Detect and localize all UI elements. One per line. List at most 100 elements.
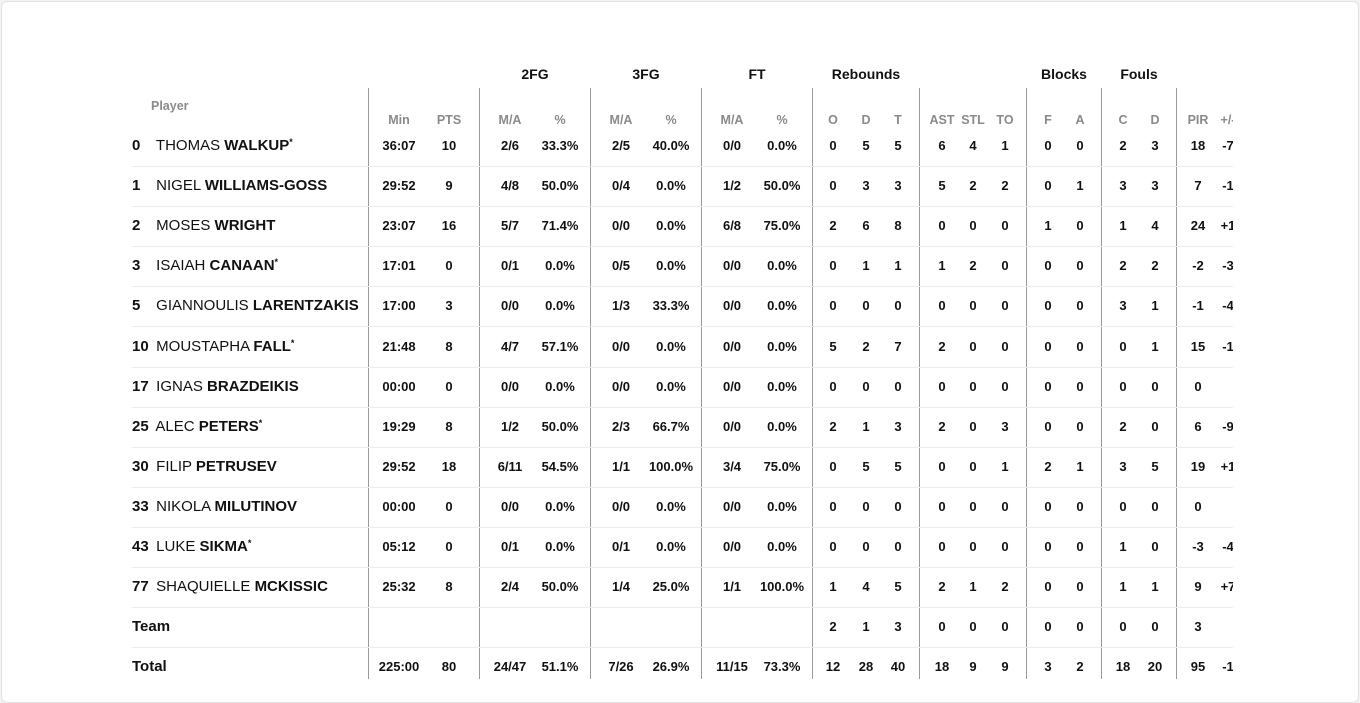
- stat-cell: 0.0%: [656, 258, 686, 274]
- stat-cell: 3: [894, 418, 902, 434]
- total-cell: 40: [890, 659, 906, 675]
- column-header[interactable]: T: [894, 113, 902, 127]
- row-separator: [132, 166, 1233, 167]
- stat-cell: 24: [1190, 218, 1206, 234]
- stat-cell: 0.0%: [545, 498, 575, 514]
- player-name-link[interactable]: 33 NIKOLA MILUTINOV: [132, 498, 297, 515]
- stat-cell: 75.0%: [763, 458, 801, 474]
- stat-cell: 66.7%: [652, 418, 690, 434]
- stat-cell: 0: [969, 458, 977, 474]
- stat-cell: 0: [829, 178, 837, 194]
- stat-cell: 0: [1044, 498, 1052, 514]
- stat-cell: 0: [1119, 378, 1127, 394]
- player-name-link[interactable]: 43 LUKE SIKMA*: [132, 538, 251, 555]
- player-name-link[interactable]: 1 NIGEL WILLIAMS-GOSS: [132, 177, 327, 194]
- column-header[interactable]: C: [1118, 113, 1128, 127]
- last-name: CANAAN: [209, 257, 275, 275]
- total-cell: 9: [969, 659, 977, 675]
- stat-cell: 6: [1194, 418, 1202, 434]
- column-header[interactable]: STL: [961, 113, 985, 127]
- player-name-link[interactable]: 25 ALEC PETERS*: [132, 418, 262, 435]
- stat-cell: 1: [862, 258, 870, 274]
- column-header[interactable]: %: [665, 113, 677, 127]
- stat-cell: 5: [938, 178, 946, 194]
- stat-cell: 0: [829, 138, 837, 153]
- row-separator: [132, 526, 1233, 528]
- player-name-link[interactable]: 3 ISAIAH CANAAN*: [132, 257, 278, 274]
- stat-cell: 2: [829, 619, 837, 635]
- stat-cell: 1: [1119, 218, 1127, 234]
- stat-cell: 0: [1076, 619, 1084, 635]
- stat-cell: 3: [1194, 619, 1202, 635]
- stat-cell: 1: [1076, 178, 1084, 194]
- row-separator: [132, 246, 1233, 248]
- stat-cell: 0: [1076, 579, 1084, 595]
- last-name: PETERS: [198, 417, 259, 435]
- starter-mark: *: [289, 137, 293, 147]
- total-cell: 51.1%: [541, 659, 579, 675]
- total-cell: 11/15: [716, 659, 748, 675]
- column-header[interactable]: M/A: [609, 113, 633, 127]
- column-header[interactable]: O: [828, 113, 838, 127]
- player-name-link[interactable]: 77 SHAQUIELLE MCKISSIC: [132, 578, 328, 595]
- row-separator: [132, 567, 1233, 568]
- stat-cell: 1: [969, 579, 977, 595]
- stat-cell: 1: [1001, 458, 1009, 474]
- column-header[interactable]: PTS: [436, 113, 462, 127]
- stat-cell: 0: [1076, 539, 1084, 554]
- stat-cell: 0: [1194, 378, 1202, 394]
- column-header[interactable]: AST: [929, 113, 955, 127]
- column-header[interactable]: %: [554, 113, 566, 127]
- stat-cell: 0.0%: [656, 498, 686, 514]
- stat-cell: 2: [938, 338, 946, 354]
- player-name-link[interactable]: 2 MOSES WRIGHT: [132, 217, 275, 234]
- stat-cell: -3: [1192, 539, 1204, 554]
- stat-cell: 0: [938, 539, 946, 554]
- first-name: NIKOLA: [156, 497, 211, 515]
- player-name-link[interactable]: 0 THOMAS WALKUP*: [132, 137, 293, 154]
- column-header[interactable]: +/-: [1220, 113, 1233, 127]
- player-name-link[interactable]: 30 FILIP PETRUSEV: [132, 458, 277, 475]
- stat-cell: 3: [1001, 418, 1009, 434]
- column-header[interactable]: F: [1044, 113, 1052, 127]
- row-separator: [132, 206, 1233, 208]
- player-name-link[interactable]: 10 MOUSTAPHA FALL*: [132, 338, 294, 355]
- total-cell: 28: [858, 659, 874, 675]
- stat-cell: 9: [445, 178, 453, 194]
- stat-cell: 0.0%: [767, 258, 797, 274]
- stat-cell: 0: [1076, 218, 1084, 234]
- player-name-link[interactable]: 5 GIANNOULIS LARENTZAKIS: [132, 297, 359, 314]
- stat-cell: 1: [1151, 338, 1159, 354]
- total-cell: 95: [1190, 659, 1206, 675]
- stat-cell: 2: [1044, 458, 1052, 474]
- stat-cell: 0: [894, 498, 902, 514]
- column-divider: [590, 88, 591, 679]
- stat-cell: 100.0%: [759, 579, 805, 595]
- column-header[interactable]: M/A: [498, 113, 522, 127]
- jersey-number: 10: [132, 337, 149, 355]
- total-cell: 9: [1001, 659, 1009, 675]
- jersey-number: 3: [132, 257, 141, 275]
- column-header[interactable]: D: [861, 113, 871, 127]
- stat-cell: 16: [441, 218, 457, 234]
- column-header[interactable]: A: [1075, 113, 1085, 127]
- first-name: IGNAS: [156, 377, 203, 395]
- stat-cell: 18: [1190, 138, 1206, 153]
- last-name: FALL: [253, 337, 291, 355]
- column-header[interactable]: %: [776, 113, 788, 127]
- column-header[interactable]: M/A: [720, 113, 744, 127]
- stat-cell: 4/7: [500, 338, 520, 354]
- column-header[interactable]: D: [1150, 113, 1160, 127]
- starter-mark: *: [290, 337, 295, 348]
- total-cell: 73.3%: [763, 659, 801, 675]
- column-divider: [368, 88, 369, 679]
- stat-cell: 0.0%: [767, 338, 797, 354]
- player-name-link[interactable]: 17 IGNAS BRAZDEIKIS: [132, 378, 299, 395]
- stat-cell: 71.4%: [541, 218, 579, 234]
- column-header[interactable]: PIR: [1187, 113, 1209, 127]
- column-header[interactable]: Min: [388, 113, 410, 127]
- column-header[interactable]: TO: [996, 113, 1014, 127]
- stat-cell: 1/3: [611, 298, 631, 314]
- jersey-number: 43: [132, 538, 149, 555]
- stat-cell: 0: [829, 258, 837, 274]
